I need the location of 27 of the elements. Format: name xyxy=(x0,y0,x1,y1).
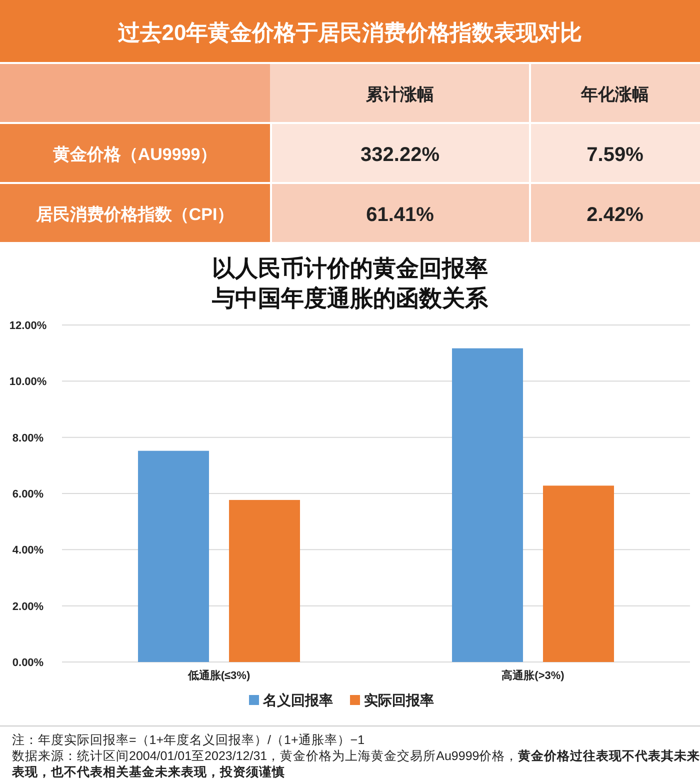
y-tick-label: 2.00% xyxy=(12,600,44,613)
y-tick-label: 8.00% xyxy=(12,432,44,444)
text: 332.22% xyxy=(360,144,440,166)
text: 数据来源：统计区间2004/01/01至2023/12/31，黄金价格为上海黄金交易所Au9999价格，黄金价格过往表现不代表其未来表现，也不代表相关基金未来表现，投资须谨慎 xyxy=(12,749,700,779)
category-label: 年化涨幅 xyxy=(580,85,649,104)
text: 过去20年黄金价格于居民消费价格指数表现对比 xyxy=(116,20,582,45)
bar xyxy=(543,486,614,662)
x-tick-label: 高通胀(>3%) xyxy=(502,669,565,682)
y-tick-label: 4.00% xyxy=(12,544,44,557)
legend-label: 名义回报率 xyxy=(262,692,333,708)
text: 2.42% xyxy=(586,204,644,226)
bar xyxy=(229,500,300,662)
text: 61.41% xyxy=(366,204,434,226)
y-tick-label: 12.00% xyxy=(9,320,47,332)
bar xyxy=(138,450,209,662)
bar xyxy=(452,348,523,662)
text: 7.59% xyxy=(586,144,644,166)
legend-label: 实际回报率 xyxy=(364,692,434,708)
x-tick-label: 低通胀(≤3%) xyxy=(186,669,250,682)
category-label: 居民消费价格指数（CPI） xyxy=(36,205,234,224)
chart-title: 以人民币计价的黄金回报率与中国年度通胀的函数关系 xyxy=(211,255,489,311)
text: 注：年度实际回报率=（1+年度名义回报率）/（1+通胀率）−1 xyxy=(12,732,365,747)
category-label: 累计涨幅 xyxy=(365,85,434,104)
y-tick-label: 0.00% xyxy=(12,657,44,669)
y-tick-label: 10.00% xyxy=(9,376,47,388)
y-tick-label: 6.00% xyxy=(12,488,44,500)
category-label: 黄金价格（AU9999） xyxy=(52,145,218,164)
